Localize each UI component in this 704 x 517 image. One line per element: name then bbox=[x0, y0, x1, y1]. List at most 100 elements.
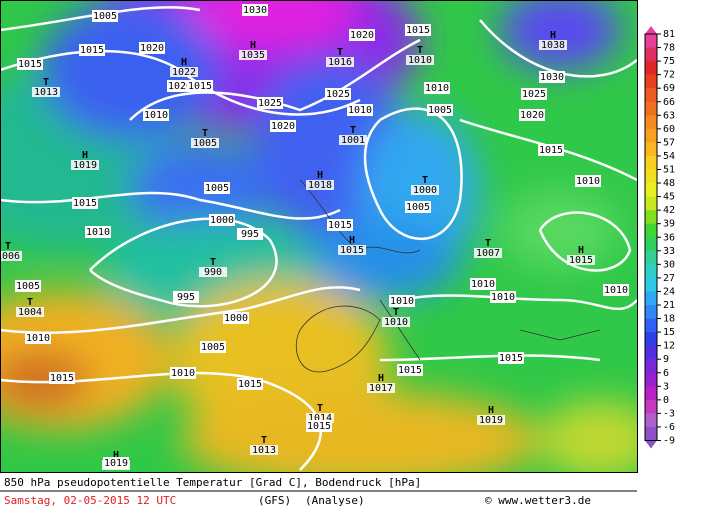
pressure-center-letter: T bbox=[422, 175, 428, 186]
isobar-label: 1025 bbox=[522, 89, 546, 100]
isobar-label: 1010 bbox=[425, 83, 449, 94]
colorbar-segment bbox=[645, 47, 657, 62]
colorbar-label: 24 bbox=[663, 286, 675, 297]
isobar-label: 1020 bbox=[271, 121, 295, 132]
isobar-label-bg bbox=[200, 341, 226, 353]
center-label-bg bbox=[250, 445, 278, 455]
isobar-label: 1020 bbox=[168, 81, 192, 92]
isobar-label: 1015 bbox=[73, 198, 97, 209]
colorbar-segment bbox=[645, 264, 657, 279]
colorbar-segment bbox=[645, 237, 657, 252]
isobar-label-bg bbox=[223, 312, 249, 324]
isobar-label-bg bbox=[306, 420, 332, 432]
colorbar-label: 63 bbox=[663, 110, 675, 121]
pressure-center-value: 1019 bbox=[479, 415, 503, 426]
pressure-center-value: 1007 bbox=[476, 248, 500, 259]
colorbar-label: 78 bbox=[663, 43, 675, 54]
isobar-label: 1019 bbox=[104, 458, 128, 469]
isobar-label-bg bbox=[187, 80, 213, 92]
pressure-center-value: 1013 bbox=[34, 87, 58, 98]
isobar-label-bg bbox=[405, 201, 431, 213]
colorbar-label: -6 bbox=[663, 422, 675, 433]
colorbar-label: 42 bbox=[663, 205, 675, 216]
colorbar-segment bbox=[645, 291, 657, 306]
center-label-bg bbox=[71, 160, 99, 170]
isobar-label: 1025 bbox=[326, 89, 350, 100]
isobar-label: 1015 bbox=[499, 353, 523, 364]
colorbar-segment bbox=[645, 61, 657, 75]
isobar-label: 1005 bbox=[406, 202, 430, 213]
isobar-label: 1030 bbox=[243, 5, 267, 16]
isobar-label-bg bbox=[519, 109, 545, 121]
isobar-label-bg bbox=[85, 226, 111, 238]
center-label-bg bbox=[32, 87, 60, 97]
pressure-center-letter: T bbox=[202, 128, 208, 139]
pressure-center-value: 1016 bbox=[328, 57, 352, 68]
colorbar-segment bbox=[645, 183, 657, 197]
pressure-center-letter: H bbox=[349, 235, 355, 246]
isobar-label-bg bbox=[424, 82, 450, 94]
colorbar-segment bbox=[645, 332, 657, 346]
colorbar-segment bbox=[645, 426, 657, 441]
colorbar-label: -9 bbox=[663, 436, 675, 447]
isobar-label-bg bbox=[389, 295, 415, 307]
pressure-center-letter: H bbox=[550, 30, 556, 41]
colorbar-top-arrow bbox=[645, 26, 657, 34]
colorbar-segment bbox=[645, 88, 657, 103]
pressure-center-letter: T bbox=[417, 45, 423, 56]
isobar-label: 1005 bbox=[205, 183, 229, 194]
pressure-center-letter: T bbox=[317, 403, 323, 414]
isobar-label-bg bbox=[25, 332, 51, 344]
isobar-label-bg bbox=[204, 182, 230, 194]
isobar-label: 1010 bbox=[576, 176, 600, 187]
colorbar-label: 51 bbox=[663, 165, 675, 176]
colorbar-segment bbox=[645, 115, 657, 130]
center-label-bg bbox=[0, 251, 22, 261]
center-label-bg bbox=[367, 383, 395, 393]
isobar-label: 1015 bbox=[238, 379, 262, 390]
colorbar-segment bbox=[645, 399, 657, 414]
isobar-label: 1005 bbox=[201, 342, 225, 353]
isobar-label-bg bbox=[237, 228, 263, 240]
pressure-center-value: 1035 bbox=[241, 50, 265, 61]
pressure-center-value: 990 bbox=[204, 267, 222, 278]
colorbar-label: 33 bbox=[663, 246, 675, 257]
pressure-center-value: 1018 bbox=[308, 180, 332, 191]
pressure-center-letter: H bbox=[378, 373, 384, 384]
colorbar-label: 72 bbox=[663, 70, 675, 81]
isobar-label-bg bbox=[603, 284, 629, 296]
colorbar-segment bbox=[645, 101, 657, 116]
isobar-label: 1010 bbox=[86, 227, 110, 238]
center-label-bg bbox=[382, 317, 410, 327]
center-label-bg bbox=[306, 413, 334, 423]
isobar-label-bg bbox=[397, 364, 423, 376]
center-label-bg bbox=[474, 248, 502, 258]
pressure-center-letter: T bbox=[261, 435, 267, 446]
colorbar-segment bbox=[645, 196, 657, 211]
colorbar-label: 45 bbox=[663, 192, 675, 203]
colorbar-segment bbox=[645, 128, 657, 143]
isobar-label: 1010 bbox=[144, 110, 168, 121]
center-label-bg bbox=[338, 245, 366, 255]
colorbar-label: 57 bbox=[663, 137, 675, 148]
isobar-label-bg bbox=[15, 280, 41, 292]
colorbar-label: 18 bbox=[663, 314, 675, 325]
isobar-label: 1025 bbox=[258, 98, 282, 109]
isobar-label-bg bbox=[143, 109, 169, 121]
isobar-label: 1010 bbox=[491, 292, 515, 303]
center-label-bg bbox=[539, 40, 567, 50]
pressure-center-letter: T bbox=[350, 125, 356, 136]
isobar-label-bg bbox=[170, 367, 196, 379]
pressure-center-letter: H bbox=[250, 40, 256, 51]
colorbar-label: 48 bbox=[663, 178, 675, 189]
pressure-center-letter: T bbox=[43, 77, 49, 88]
colorbar-label: 30 bbox=[663, 259, 675, 270]
colorbar-segment bbox=[645, 34, 657, 48]
pressure-center-value: 1000 bbox=[413, 185, 437, 196]
colorbar-segment bbox=[645, 250, 657, 265]
colorbar-segment bbox=[645, 223, 657, 238]
isobar-label-bg bbox=[103, 457, 129, 469]
colorbar-bottom-arrow bbox=[645, 440, 657, 449]
